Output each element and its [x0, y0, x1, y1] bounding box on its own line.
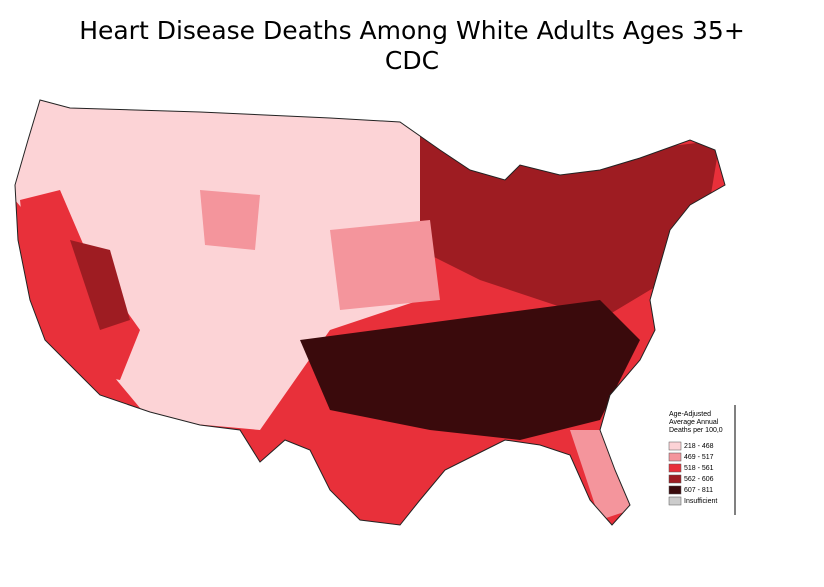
- legend-label: 518 - 561: [684, 465, 714, 472]
- legend-swatch: [668, 452, 682, 462]
- legend-swatch: [668, 485, 682, 495]
- legend-swatch: [668, 474, 682, 484]
- us-outline: [14, 99, 726, 526]
- legend-swatch: [668, 463, 682, 473]
- region: [70, 240, 130, 330]
- legend-title: Age-Adjusted: [669, 411, 711, 418]
- map-subtitle: CDC: [384, 46, 440, 75]
- county-fill: [15, 100, 725, 525]
- region: [20, 190, 140, 380]
- legend-title: Average Annual: [669, 419, 719, 426]
- legend-label: Insufficient: [684, 498, 717, 505]
- region: [330, 220, 440, 310]
- legend-title: Deaths per 100,0: [669, 427, 723, 434]
- legend-label: 218 - 468: [684, 443, 714, 450]
- region: [300, 300, 640, 440]
- legend-swatch: [668, 496, 682, 506]
- legend-label: 607 - 811: [684, 487, 713, 494]
- legend-swatch: [668, 441, 682, 451]
- legend-label: 562 - 606: [684, 476, 714, 483]
- legend-label: 469 - 517: [684, 454, 714, 461]
- region: [200, 190, 260, 250]
- map-title: Heart Disease Deaths Among White Adults …: [79, 16, 745, 45]
